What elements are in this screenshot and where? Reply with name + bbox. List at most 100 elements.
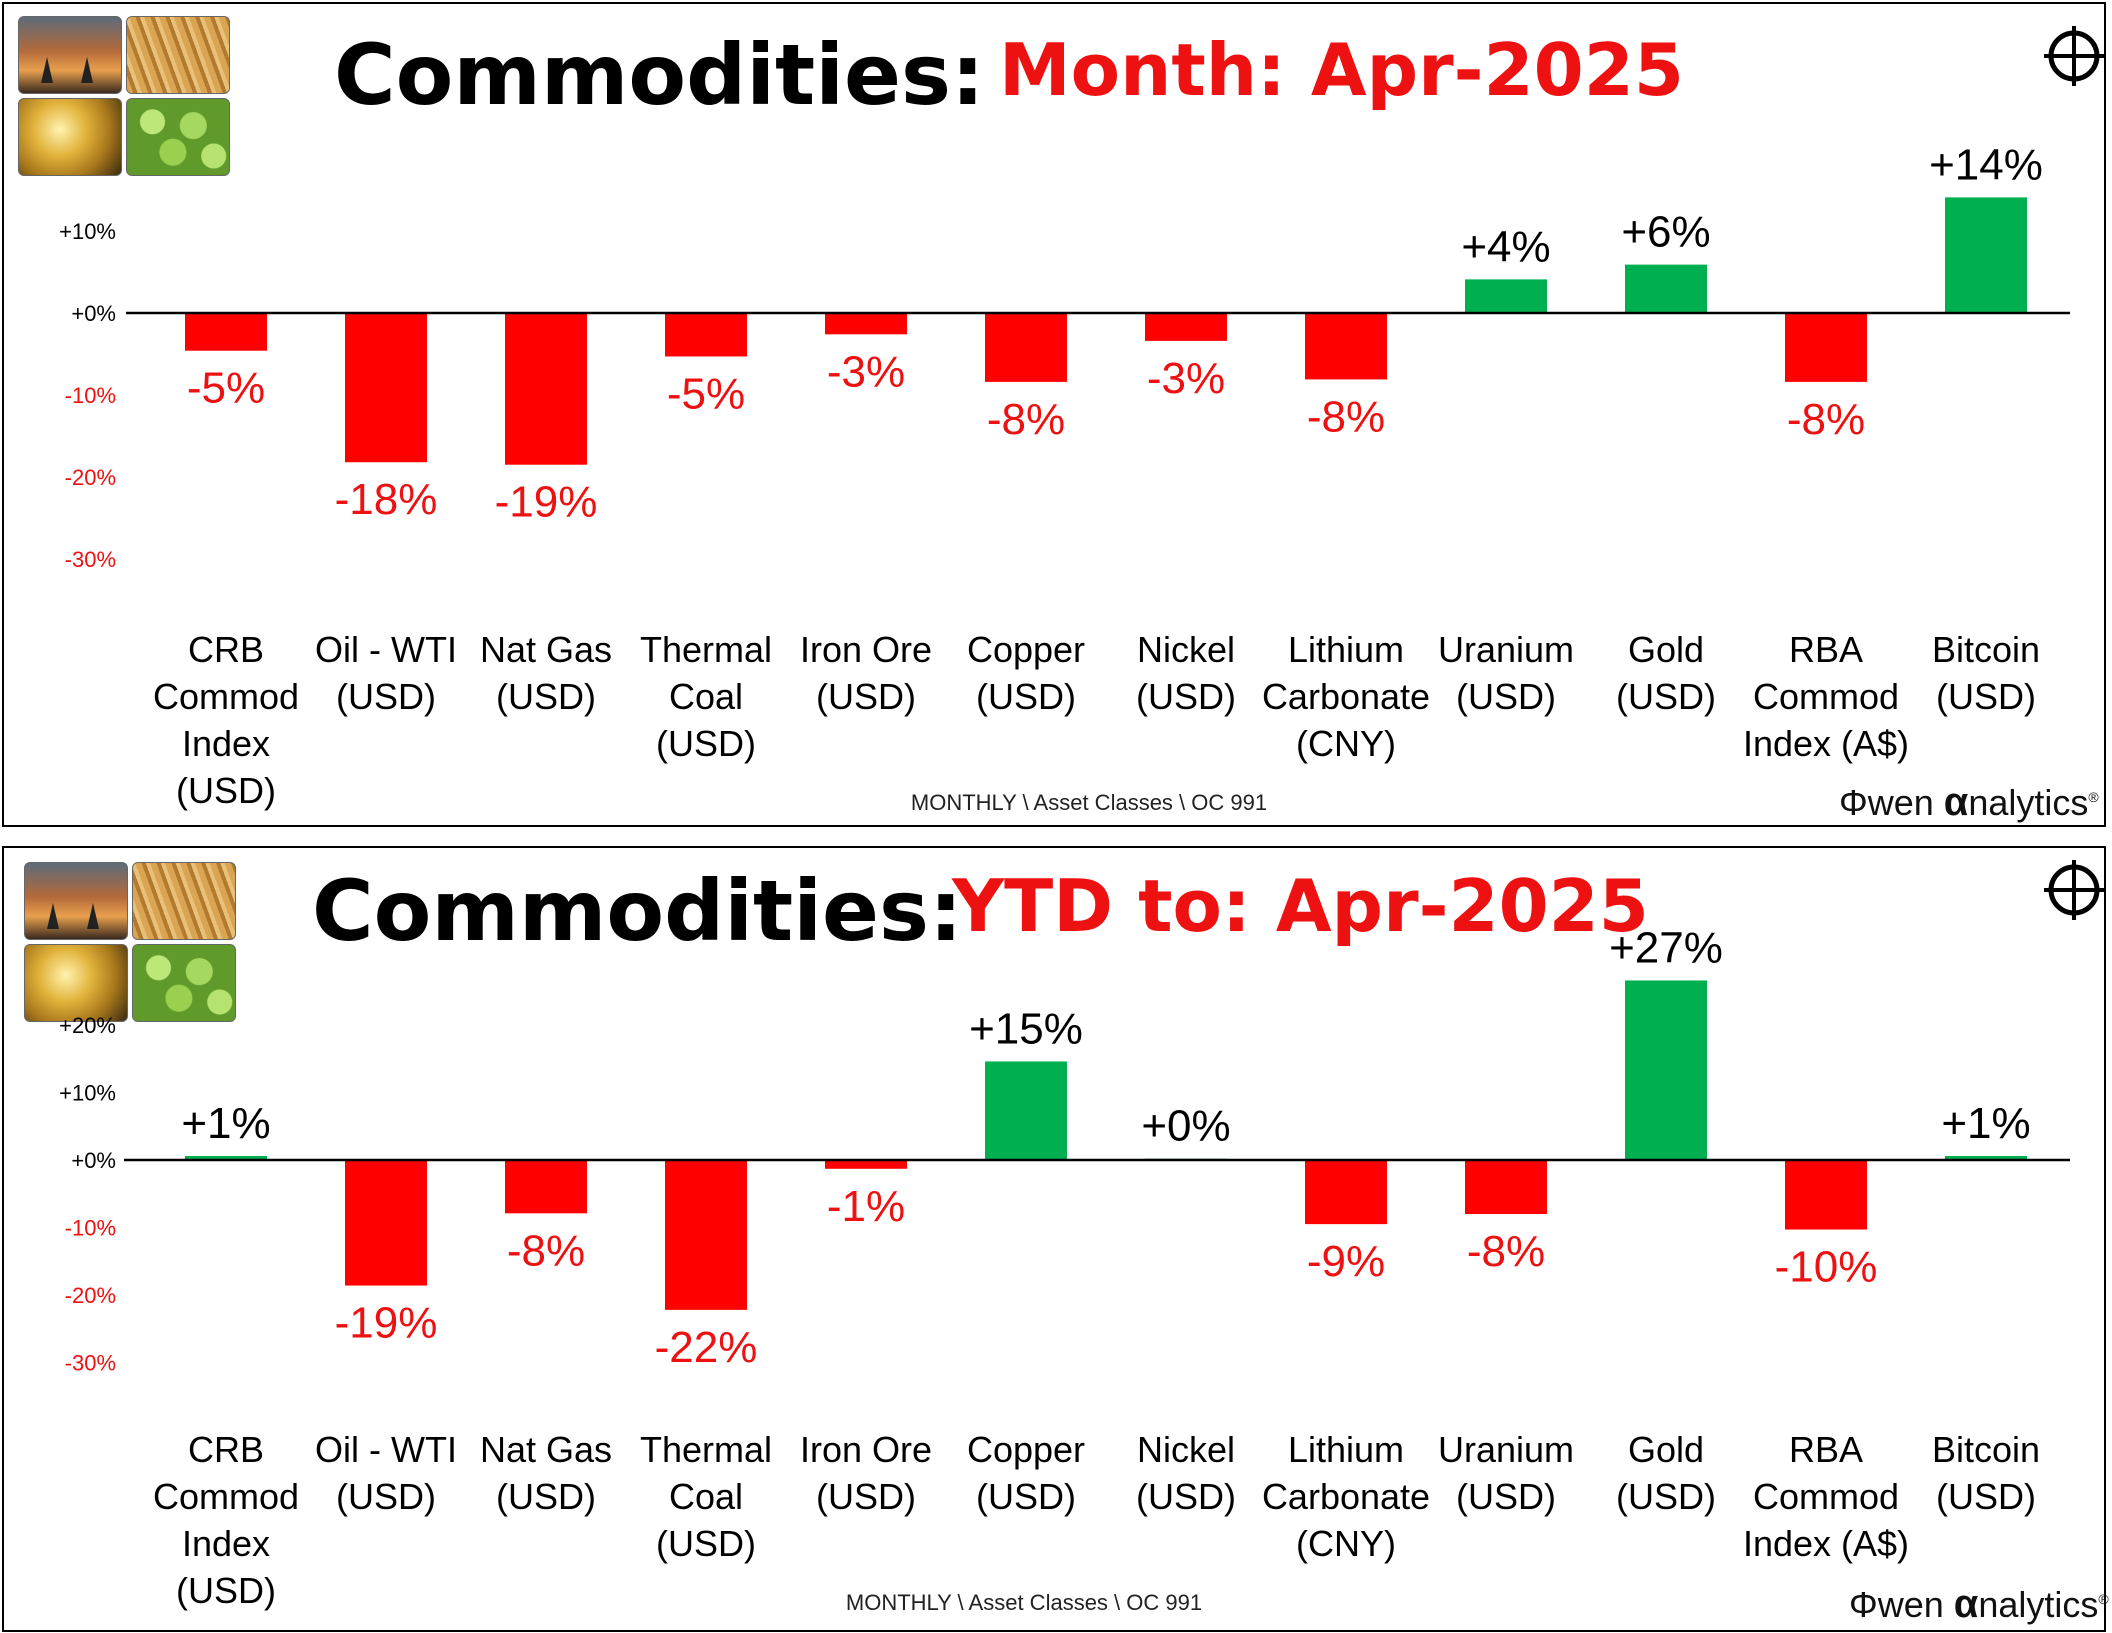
data-label: -5%	[187, 364, 265, 413]
data-label: +1%	[1941, 1099, 2030, 1148]
bar-6	[1145, 313, 1227, 341]
category-label: (USD)	[176, 770, 276, 811]
bar-8	[1465, 1160, 1547, 1214]
category-label: (USD)	[1136, 1476, 1236, 1517]
category-label: Uranium	[1438, 629, 1574, 670]
category-label: Uranium	[1438, 1429, 1574, 1470]
category-label: Commod	[1753, 676, 1899, 717]
data-label: +6%	[1621, 208, 1710, 257]
category-label: Nickel	[1137, 629, 1235, 670]
monthly-chart-panel: Commodities: Month: Apr-2025 +10% +0% -10%…	[2, 2, 2106, 827]
category-label: (USD)	[1616, 676, 1716, 717]
category-label: CRB	[188, 629, 264, 670]
data-label: -8%	[987, 395, 1065, 444]
category-label: Nickel	[1137, 1429, 1235, 1470]
category-label: (USD)	[1936, 676, 2036, 717]
data-label: +14%	[1929, 140, 2043, 189]
category-label: (USD)	[1456, 676, 1556, 717]
category-label: RBA	[1789, 629, 1863, 670]
crosshair-logo-icon	[2044, 860, 2104, 920]
category-label: Gold	[1628, 1429, 1704, 1470]
category-label: Coal	[669, 1476, 743, 1517]
commodity-icons	[18, 16, 230, 176]
owen-analytics-logo: Φwen αnalytics®	[1849, 1582, 2109, 1626]
data-label: -18%	[335, 475, 438, 524]
bar-0	[185, 1155, 267, 1160]
data-label: -9%	[1307, 1237, 1385, 1286]
category-label: (USD)	[496, 1476, 596, 1517]
category-label: Thermal	[640, 629, 772, 670]
bar-3	[665, 1160, 747, 1310]
y-tick-label: +0%	[71, 301, 116, 326]
bar-4	[825, 1160, 907, 1169]
bar-10	[1785, 313, 1867, 382]
bar-9	[1625, 980, 1707, 1160]
ytd-chart-panel: Commodities: YTD to: Apr-2025 +20% +10% +0…	[2, 846, 2109, 1632]
footer-note: MONTHLY \ Asset Classes \ OC 991	[910, 790, 1268, 815]
y-tick-label: +20%	[59, 1013, 116, 1038]
category-label: Copper	[967, 1429, 1085, 1470]
phi-logo-icon: Φ	[1849, 1584, 1878, 1625]
oil-derrick-icon	[18, 16, 122, 94]
chart-title: Commodities:	[334, 26, 985, 124]
category-label: (USD)	[1616, 1476, 1716, 1517]
y-tick-label: +10%	[59, 1081, 116, 1106]
data-label: -10%	[1775, 1243, 1878, 1292]
bar-11	[1945, 1155, 2027, 1160]
y-tick-label: -30%	[65, 1351, 116, 1376]
category-label: (USD)	[1936, 1476, 2036, 1517]
category-label: (USD)	[976, 1476, 1076, 1517]
category-label: Index (A$)	[1743, 723, 1909, 764]
y-tick-label: -30%	[65, 547, 116, 572]
category-label: (USD)	[816, 1476, 916, 1517]
category-label: Copper	[967, 629, 1085, 670]
data-label: -8%	[507, 1226, 585, 1275]
bar-0	[185, 313, 267, 351]
category-label: (USD)	[656, 1523, 756, 1564]
data-label: -22%	[655, 1323, 758, 1372]
gold-bars-icon	[18, 98, 122, 176]
commodity-icons	[24, 862, 236, 1022]
owen-analytics-logo: Φwen αnalytics®	[1839, 780, 2099, 824]
bar-4	[825, 313, 907, 335]
category-label: Index	[182, 1523, 270, 1564]
monthly-bar-chart: +10% +0% -10% -20% -30% -5% CRB Commod Index (USD…	[59, 140, 2070, 811]
y-tick-label: +10%	[59, 219, 116, 244]
data-label: -8%	[1467, 1227, 1545, 1276]
category-label: (USD)	[816, 676, 916, 717]
bar-9	[1625, 264, 1707, 313]
data-label: +0%	[1141, 1102, 1230, 1151]
category-label: Iron Ore	[800, 1429, 932, 1470]
bar-11	[1945, 197, 2027, 313]
category-label: Thermal	[640, 1429, 772, 1470]
category-label: CRB	[188, 1429, 264, 1470]
category-label: Oil - WTI	[315, 1429, 457, 1470]
category-label: (CNY)	[1296, 1523, 1396, 1564]
data-label: -8%	[1787, 395, 1865, 444]
footer-note: MONTHLY \ Asset Classes \ OC 991	[845, 1590, 1203, 1615]
ytd-bar-chart: +20% +10% +0% -10% -20% -30% +1% CRB Commod Index…	[59, 923, 2070, 1611]
category-label: (USD)	[656, 723, 756, 764]
category-label: Nat Gas	[480, 1429, 612, 1470]
category-label: Index	[182, 723, 270, 764]
bar-10	[1785, 1160, 1867, 1230]
category-label: Gold	[1628, 629, 1704, 670]
soybeans-icon	[126, 98, 230, 176]
data-label: +4%	[1461, 222, 1550, 271]
data-label: +27%	[1609, 923, 1723, 972]
bar-7	[1305, 313, 1387, 380]
category-label: Bitcoin	[1932, 1429, 2040, 1470]
data-label: -3%	[827, 347, 905, 396]
data-label: -19%	[495, 478, 598, 527]
bar-5	[985, 313, 1067, 382]
category-label: (USD)	[336, 1476, 436, 1517]
oil-derrick-icon	[24, 862, 128, 940]
category-label: (USD)	[976, 676, 1076, 717]
wheat-icon	[126, 16, 230, 94]
bar-3	[665, 313, 747, 357]
category-label: Commod	[153, 1476, 299, 1517]
category-label: (USD)	[176, 1570, 276, 1611]
bar-5	[985, 1061, 1067, 1160]
data-label: +15%	[969, 1004, 1083, 1053]
category-label: Commod	[1753, 1476, 1899, 1517]
